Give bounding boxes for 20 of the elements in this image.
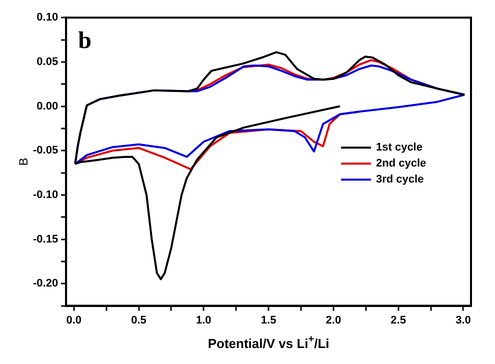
y-tick-label: -0.20 bbox=[32, 278, 58, 290]
y-axis-title: B bbox=[16, 158, 30, 166]
y-tick-label: 0.10 bbox=[36, 12, 58, 24]
x-axis-title: Potential/V vs Li+/Li bbox=[208, 334, 330, 351]
y-tick-label: -0.05 bbox=[32, 144, 58, 157]
x-tick-label: 1.0 bbox=[196, 314, 212, 326]
x-tick-label: 0.0 bbox=[66, 314, 82, 326]
legend-label: 1st cycle bbox=[376, 142, 422, 154]
x-tick-label: 1.5 bbox=[260, 314, 276, 326]
x-tick-label: 2.0 bbox=[326, 314, 342, 326]
y-tick-label: -0.10 bbox=[32, 188, 58, 201]
y-tick-label: 0.05 bbox=[36, 56, 58, 68]
y-tick-label: 0.00 bbox=[36, 100, 58, 112]
x-tick-label: 3.0 bbox=[456, 314, 471, 326]
legend-label: 3rd cycle bbox=[376, 174, 424, 186]
y-tick-label: -0.15 bbox=[32, 233, 58, 246]
x-tick-label: 0.5 bbox=[131, 314, 146, 326]
legend-label: 2nd cycle bbox=[376, 158, 426, 170]
x-tick-label: 2.5 bbox=[390, 314, 406, 326]
annotation: b bbox=[78, 28, 92, 54]
